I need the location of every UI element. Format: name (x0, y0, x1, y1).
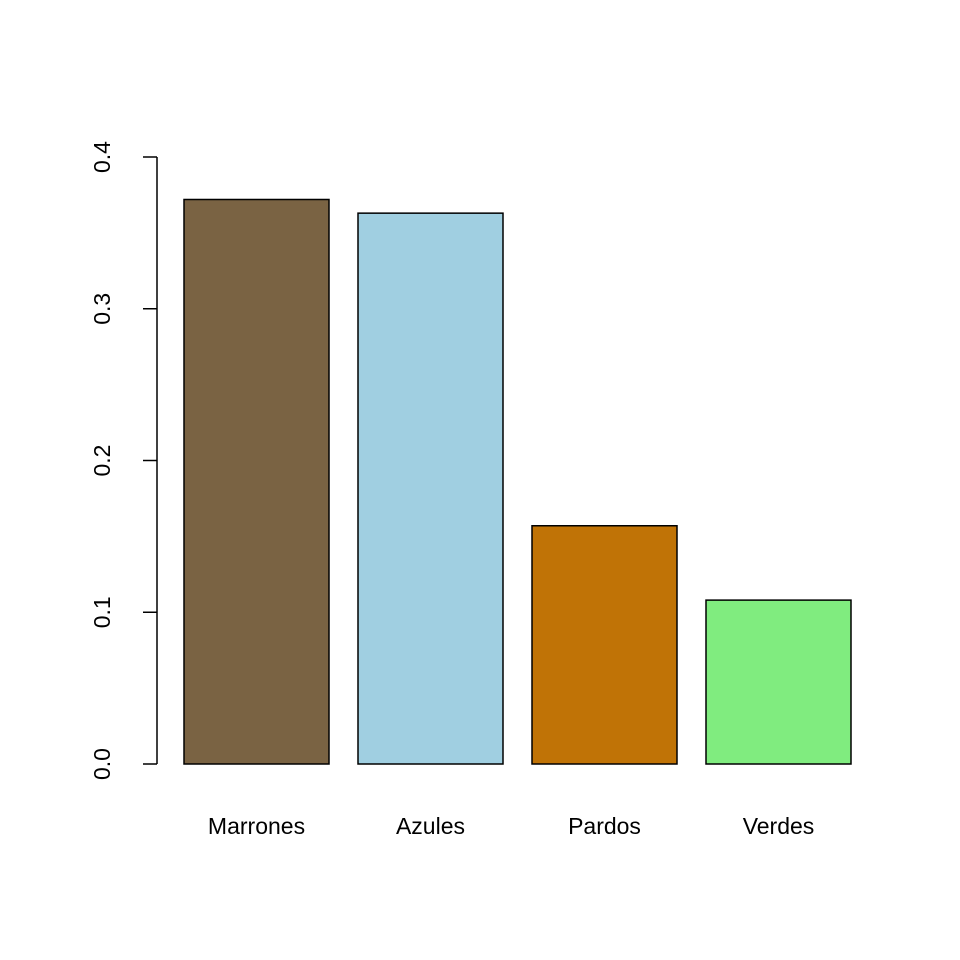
bar-marrones (183, 198, 330, 765)
bar-azules (357, 212, 504, 765)
bar-pardos (531, 525, 678, 765)
x-axis-labels: Marrones Azules Pardos Verdes (208, 813, 814, 839)
y-axis: 0.0 0.1 0.2 0.3 0.4 (89, 141, 158, 780)
x-category-label: Pardos (568, 813, 641, 839)
bars (183, 198, 852, 765)
x-category-label: Marrones (208, 813, 305, 839)
x-category-label: Azules (396, 813, 465, 839)
x-category-label: Verdes (743, 813, 815, 839)
y-tick-label: 0.0 (89, 748, 115, 780)
y-tick-label: 0.2 (89, 445, 115, 477)
bar-verdes (705, 599, 852, 765)
y-tick-label: 0.1 (89, 596, 115, 628)
y-tick-label: 0.4 (89, 141, 115, 173)
y-tick-label: 0.3 (89, 293, 115, 325)
